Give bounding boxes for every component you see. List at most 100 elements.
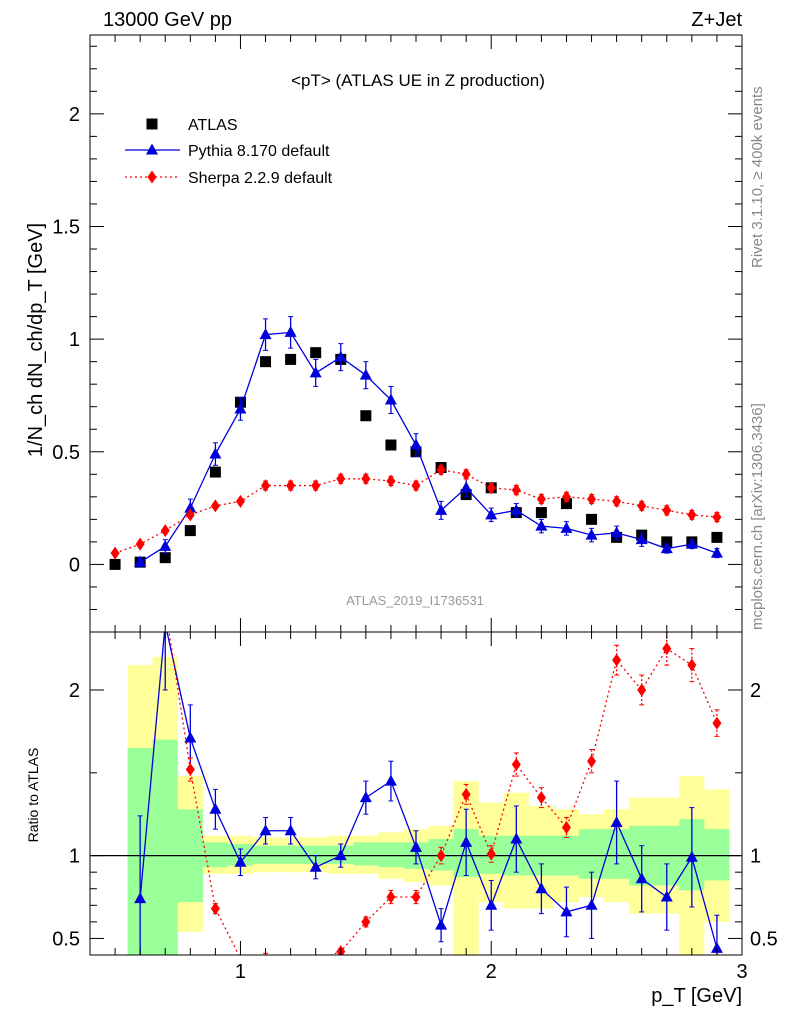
ratio-sherpa-point — [411, 890, 421, 904]
ratio-sherpa-point — [687, 658, 697, 672]
main-sherpa-point — [336, 472, 346, 486]
main-sherpa-point — [286, 479, 296, 493]
main-sherpa-point — [637, 499, 647, 513]
main-pythia-point — [234, 402, 247, 414]
ratio-pythia-point — [460, 835, 473, 847]
uncertainty-band-inner — [253, 845, 279, 864]
ratio-sherpa-point — [561, 820, 571, 834]
main-sherpa-point — [135, 537, 145, 551]
ratio-pythia-point — [184, 731, 197, 743]
main-pythia-point — [560, 521, 573, 533]
main-pythia-point — [134, 555, 147, 567]
ratio-pythia-point — [585, 898, 598, 910]
legend-marker — [146, 118, 158, 130]
ratio-y-tick-label: 1 — [69, 846, 80, 868]
main-sherpa-point — [110, 546, 120, 560]
main-atlas-point — [560, 498, 572, 510]
main-atlas-point — [385, 439, 397, 451]
legend-label: Pythia 8.170 default — [188, 143, 330, 160]
uncertainty-band-inner — [353, 842, 379, 866]
ratio-pythia-point — [384, 774, 397, 786]
main-pythia-point — [384, 393, 397, 405]
main-atlas-point — [360, 410, 372, 422]
uncertainty-band-inner — [303, 845, 329, 864]
watermark: ATLAS_2019_I1736531 — [346, 593, 484, 608]
ratio-sherpa-point — [587, 754, 597, 768]
ratio-pythia-point — [134, 892, 147, 904]
main-sherpa-point — [662, 503, 672, 517]
uncertainty-band-inner — [704, 829, 730, 881]
main-sherpa-point — [436, 463, 446, 477]
main-pythia-point — [410, 438, 422, 450]
ratio-sherpa-point — [436, 849, 446, 863]
ratio-pythia-point — [410, 840, 422, 852]
main-pythia-point — [585, 528, 598, 540]
ratio-sherpa-point — [612, 653, 622, 667]
main-atlas-point — [661, 536, 673, 548]
ratio-sherpa-point — [386, 890, 396, 904]
main-y-tick-label: 2 — [69, 104, 80, 126]
main-sherpa-point — [185, 508, 195, 522]
ratio-sherpa-point — [536, 791, 546, 805]
main-sherpa-point — [587, 492, 597, 506]
main-pythia-point — [359, 368, 372, 380]
main-pythia-point — [460, 481, 473, 493]
ratio-sherpa-point — [712, 716, 722, 730]
main-pythia-point — [334, 350, 347, 362]
main-pythia-point — [184, 501, 197, 513]
x-axis-label: p_T [GeV] — [651, 985, 742, 1007]
main-pythia-point — [259, 328, 272, 340]
main-pythia-point — [209, 447, 222, 459]
main-atlas-point — [159, 552, 171, 564]
main-atlas-point — [711, 531, 723, 543]
main-sherpa-point — [160, 524, 170, 538]
main-pythia-point — [510, 503, 523, 515]
ratio-pythia-point — [560, 905, 573, 917]
main-pythia-point — [635, 533, 648, 545]
main-sherpa-point — [687, 508, 697, 522]
main-pythia-point — [535, 519, 548, 531]
ratio-sherpa-point — [461, 787, 471, 801]
main-pythia-point — [159, 539, 172, 551]
uncertainty-band-inner — [378, 842, 404, 868]
ratio-pythia-point — [710, 941, 723, 953]
x-tick-label: 3 — [736, 961, 747, 983]
main-y-tick-label: 1 — [69, 329, 80, 351]
main-pythia-point — [435, 503, 448, 515]
uncertainty-band-inner — [579, 829, 605, 879]
ratio-sherpa-point — [210, 902, 220, 916]
main-sherpa-point — [261, 479, 271, 493]
ratio-pythia-point — [284, 824, 297, 836]
ratio-pythia-point — [685, 850, 698, 862]
ratio-pythia-point — [635, 872, 648, 884]
ratio-pythia-point — [610, 815, 623, 827]
main-sherpa-point — [612, 494, 622, 508]
side-label-top: Rivet 3.1.10, ≥ 400k events — [749, 86, 766, 268]
ratio-y-tick-label: 0.5 — [52, 928, 80, 950]
ratio-pythia-point — [334, 849, 347, 861]
main-pythia-point — [309, 366, 322, 378]
ratio-sherpa-point — [486, 847, 496, 861]
legend-marker — [147, 170, 157, 184]
main-pythia-point — [284, 325, 297, 337]
ratio-pythia-point — [234, 855, 247, 867]
ratio-panel: 0.5 0.5 1 1 2 2 1 2 3 — [52, 631, 778, 983]
main-atlas-point — [535, 507, 547, 519]
main-y-tick-label: 1.5 — [52, 216, 80, 238]
ratio-pythia-point — [309, 860, 322, 872]
ratio-y-tick-label: 2 — [69, 680, 80, 702]
ratio-y-tick-label-right: 1 — [750, 846, 761, 868]
main-pythia-point — [610, 526, 623, 538]
main-sherpa-point — [461, 467, 471, 481]
main-sherpa-point — [361, 472, 371, 486]
ratio-pythia-point — [660, 890, 673, 902]
main-pythia-point — [710, 546, 723, 558]
main-sherpa-point — [235, 494, 245, 508]
main-sherpa-point — [486, 481, 496, 495]
ratio-pythia-point — [535, 882, 548, 894]
legend-label: ATLAS — [188, 117, 238, 134]
process-label: Z+Jet — [691, 9, 742, 31]
ratio-sherpa-point — [662, 642, 672, 656]
main-atlas-point — [285, 353, 297, 365]
